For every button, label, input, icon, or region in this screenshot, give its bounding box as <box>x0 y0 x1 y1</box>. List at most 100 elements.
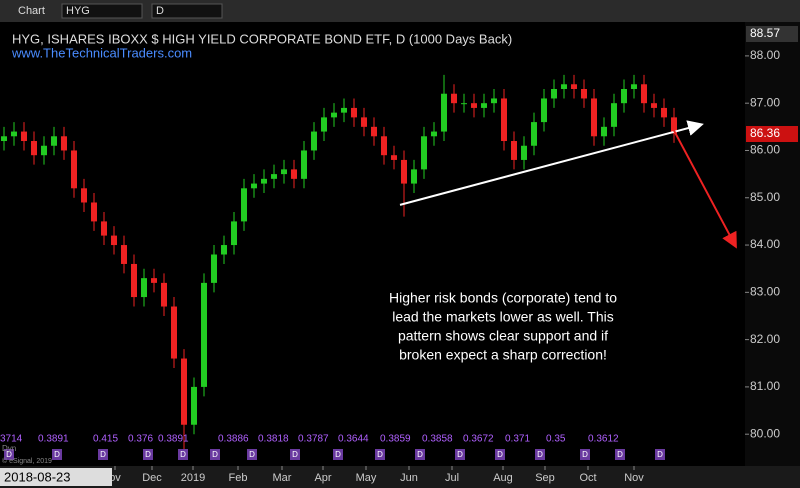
x-tick-label: Feb <box>229 472 248 484</box>
cycle-marker-box <box>655 449 665 460</box>
candle-body <box>21 131 27 142</box>
cycle-label: 0.3612 <box>588 434 619 445</box>
x-tick-label: Aug <box>493 472 513 484</box>
candle-body <box>591 98 597 137</box>
candle-body <box>401 159 407 184</box>
candle-body <box>341 107 347 113</box>
cycle-marker: D <box>335 450 341 459</box>
candle-body <box>471 103 477 108</box>
candle-body <box>521 145 527 160</box>
x-tick-label: Sep <box>535 472 555 484</box>
candle-body <box>561 84 567 89</box>
candle-body <box>121 245 127 264</box>
candle-body <box>171 306 177 359</box>
x-tick-label: Nov <box>624 472 644 484</box>
candle-body <box>421 136 427 170</box>
cycle-marker-box <box>580 449 590 460</box>
x-tick-label: Dec <box>142 472 162 484</box>
y-tick-label: 81.00 <box>750 379 780 393</box>
y-tick-label: 84.00 <box>750 237 780 251</box>
candle-body <box>111 235 117 246</box>
candle-body <box>1 136 7 142</box>
top-price-box <box>746 26 798 42</box>
last-price: 86.36 <box>750 126 780 140</box>
candle-body <box>581 89 587 99</box>
candle-body <box>281 169 287 175</box>
cycle-label: 0.3858 <box>422 434 453 445</box>
cycle-marker-box <box>52 449 62 460</box>
cycle-marker: D <box>377 450 383 459</box>
candle-body <box>291 169 297 179</box>
candle-body <box>381 136 387 156</box>
cycle-marker-box <box>210 449 220 460</box>
cycle-marker-box <box>415 449 425 460</box>
y-tick-label: 85.00 <box>750 190 780 204</box>
candle-body <box>531 122 537 146</box>
candle-body <box>671 117 677 134</box>
candle-body <box>431 131 437 137</box>
x-tick-label: Oct <box>579 472 596 484</box>
cycle-marker: D <box>100 450 106 459</box>
cycle-label: 0.3672 <box>463 434 494 445</box>
candle-body <box>661 107 667 118</box>
x-tick-label: Mar <box>273 472 292 484</box>
cycle-label: 0.3787 <box>298 434 329 445</box>
y-tick-label: 80.00 <box>750 426 780 440</box>
y-tick-label: 86.00 <box>750 143 780 157</box>
x-tick-label: 2019 <box>181 472 205 484</box>
candle-body <box>41 145 47 156</box>
candle-body <box>71 150 77 189</box>
symbol[interactable]: HYG <box>66 5 90 17</box>
cycle-marker-box <box>375 449 385 460</box>
corner-label: Dyn <box>2 444 16 453</box>
candle-body <box>81 188 87 203</box>
y-tick-label: 82.00 <box>750 332 780 346</box>
candle-body <box>481 103 487 108</box>
interval[interactable]: D <box>156 5 164 17</box>
candle-body <box>301 150 307 179</box>
time-axis <box>0 466 800 488</box>
candle-body <box>411 169 417 184</box>
candle-body <box>251 183 257 189</box>
annotation: Higher risk bonds (corporate) tend to <box>389 290 617 306</box>
symbol-box[interactable] <box>61 3 143 19</box>
candle-body <box>31 141 37 156</box>
candle-body <box>541 98 547 123</box>
x-tick-label: Jun <box>400 472 418 484</box>
candle-body <box>571 84 577 89</box>
candle-body <box>191 386 197 425</box>
cycle-label: 0.3886 <box>218 434 249 445</box>
candle-body <box>61 136 67 151</box>
cycle-marker-box <box>247 449 257 460</box>
cycle-label: 0.371 <box>505 434 530 445</box>
last-price-box <box>746 126 798 142</box>
cycle-marker: D <box>582 450 588 459</box>
y-tick-label: 87.00 <box>750 95 780 109</box>
annotation: lead the markets lower as well. This <box>392 309 614 325</box>
cycle-label: 0.3891 <box>158 434 189 445</box>
cycle-marker-box <box>178 449 188 460</box>
x-tick-label: Apr <box>314 472 331 484</box>
candle-body <box>221 245 227 255</box>
candle-body <box>241 188 247 222</box>
candle-body <box>611 103 617 127</box>
candle-body <box>501 98 507 142</box>
cycle-marker: D <box>212 450 218 459</box>
candle-body <box>131 263 137 298</box>
price-axis <box>745 22 800 466</box>
candle-body <box>651 103 657 108</box>
candle-body <box>441 93 447 132</box>
cycle-marker: D <box>417 450 423 459</box>
candle-body <box>261 178 267 184</box>
cycle-label: 0.3818 <box>258 434 289 445</box>
y-tick-label: 83.00 <box>750 285 780 299</box>
cycle-marker: D <box>6 450 12 459</box>
candle-body <box>351 107 357 118</box>
annotation: pattern shows clear support and if <box>398 328 608 344</box>
candle-body <box>101 221 107 236</box>
candle-body <box>321 117 327 132</box>
interval-box[interactable] <box>151 3 223 19</box>
cycle-marker: D <box>54 450 60 459</box>
cycle-marker-box <box>290 449 300 460</box>
